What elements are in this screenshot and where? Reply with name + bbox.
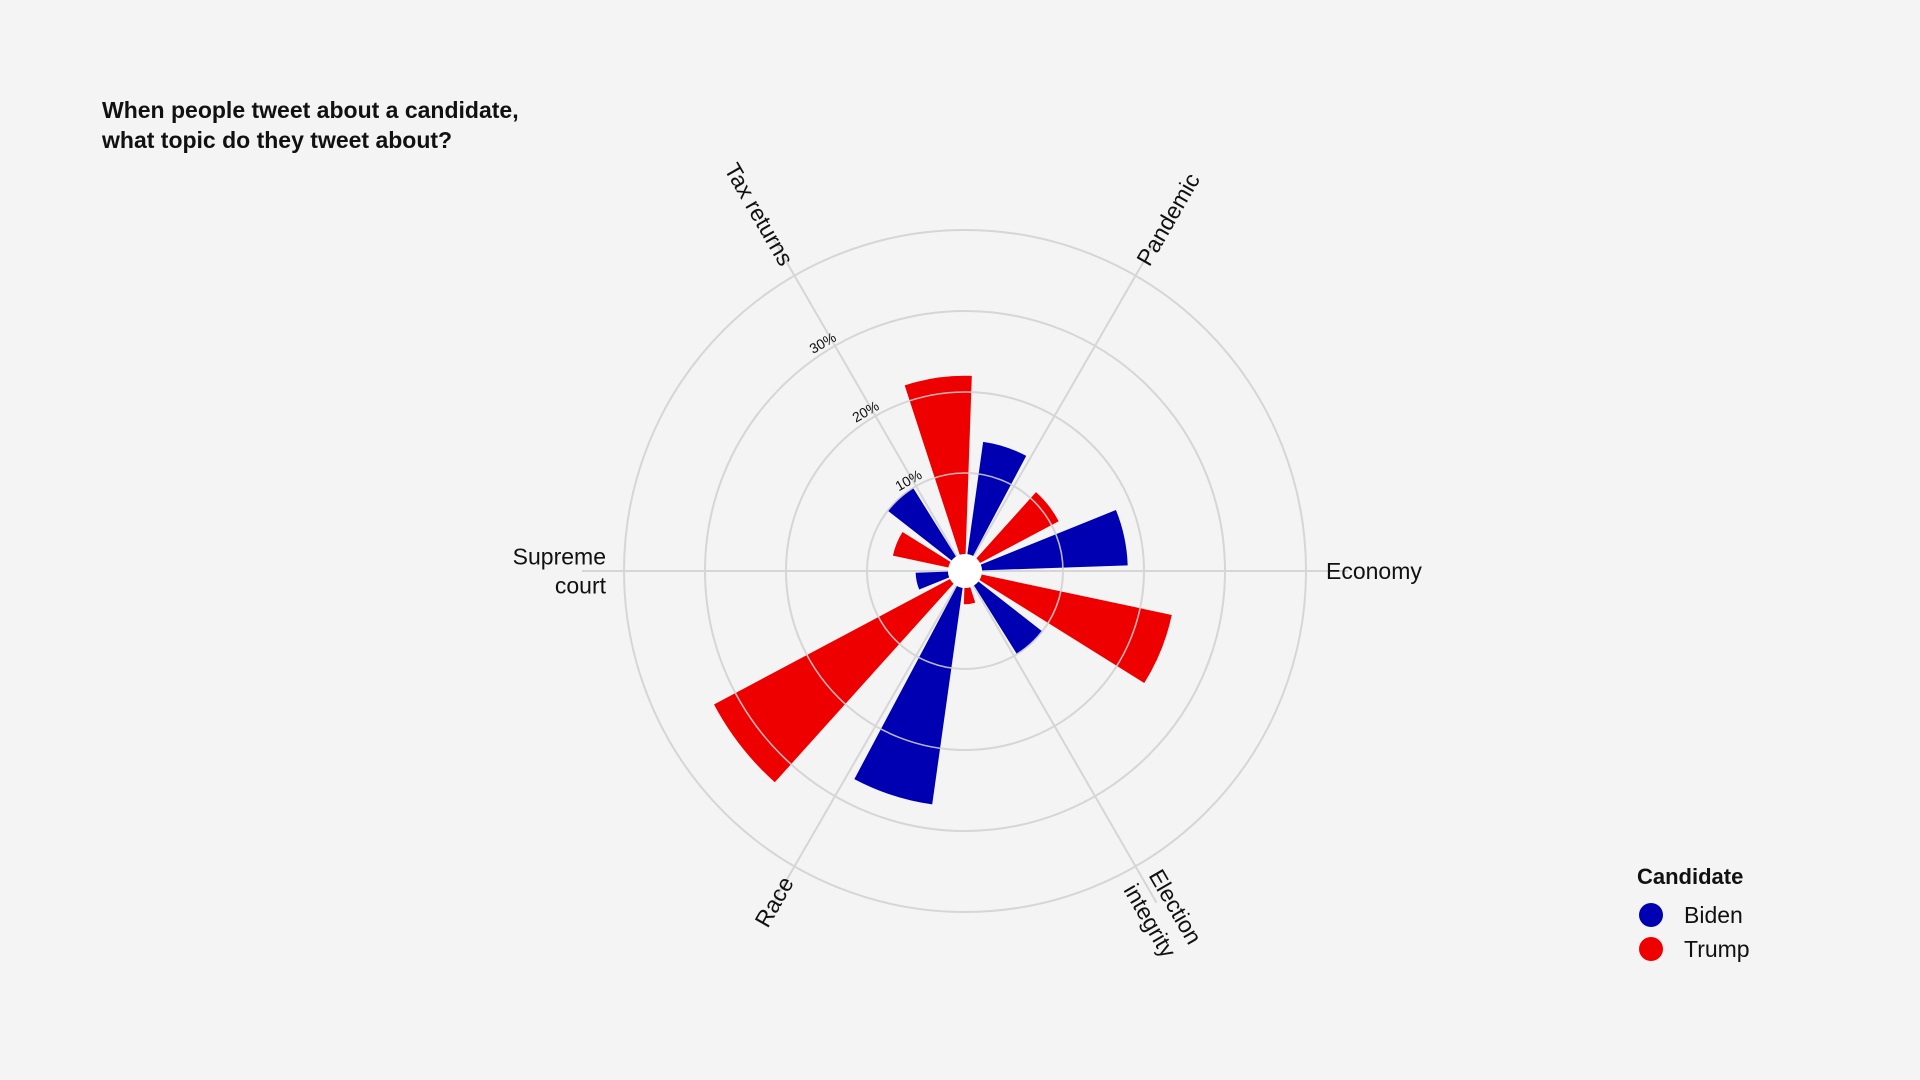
chart-title-line-1: When people tweet about a candidate, xyxy=(102,97,519,123)
grid-ring-overlay xyxy=(785,391,1145,751)
grid-spoke xyxy=(964,570,1158,904)
category-label-pandemic: Pandemic xyxy=(1131,168,1205,270)
bar-trump-election-integrity xyxy=(979,574,1172,684)
category-label-text: Race xyxy=(749,872,798,932)
category-label-tax-returns: Tax returns xyxy=(719,159,798,271)
polar-bars xyxy=(713,375,1172,805)
bar-trump-tax-returns xyxy=(892,531,951,568)
chart-title: When people tweet about a candidate, wha… xyxy=(101,97,519,153)
legend: Candidate Biden Trump xyxy=(1637,864,1750,962)
chart-title-line-2: what topic do they tweet about? xyxy=(101,127,452,153)
grid-spoke xyxy=(772,238,966,572)
legend-label-trump: Trump xyxy=(1684,936,1750,962)
category-label-text: Tax returns xyxy=(719,159,798,271)
grid-overlay xyxy=(704,310,1226,832)
grid-spoke xyxy=(964,238,1158,572)
legend-swatch-trump xyxy=(1639,937,1663,961)
legend-label-biden: Biden xyxy=(1684,902,1743,928)
legend-title: Candidate xyxy=(1637,864,1743,889)
grid-spoke xyxy=(772,570,966,904)
center-hole xyxy=(948,554,982,588)
category-label-supreme-court: Supreme court xyxy=(513,544,607,599)
category-label-race: Race xyxy=(749,872,798,932)
bar-biden-economy xyxy=(980,510,1128,571)
bar-trump-race xyxy=(963,587,976,605)
category-label-text: Economy xyxy=(1326,558,1422,584)
bar-biden-tax-returns xyxy=(887,487,956,561)
bar-biden-race xyxy=(854,586,963,805)
bar-biden-supreme-court xyxy=(915,571,950,590)
category-label-text: court xyxy=(555,573,607,599)
category-label-economy: Economy xyxy=(1326,558,1422,584)
category-label-text: Supreme xyxy=(513,544,606,570)
bar-biden-election-integrity xyxy=(974,581,1043,655)
grid-ring-overlay xyxy=(866,472,1064,670)
bar-trump-pandemic xyxy=(904,375,972,555)
legend-swatch-biden xyxy=(1639,903,1663,927)
category-label-text: Pandemic xyxy=(1131,168,1205,270)
bar-biden-pandemic xyxy=(967,441,1027,556)
grid-ring-overlay xyxy=(704,310,1226,832)
bar-trump-supreme-court xyxy=(713,578,954,783)
bar-trump-economy xyxy=(976,492,1059,564)
